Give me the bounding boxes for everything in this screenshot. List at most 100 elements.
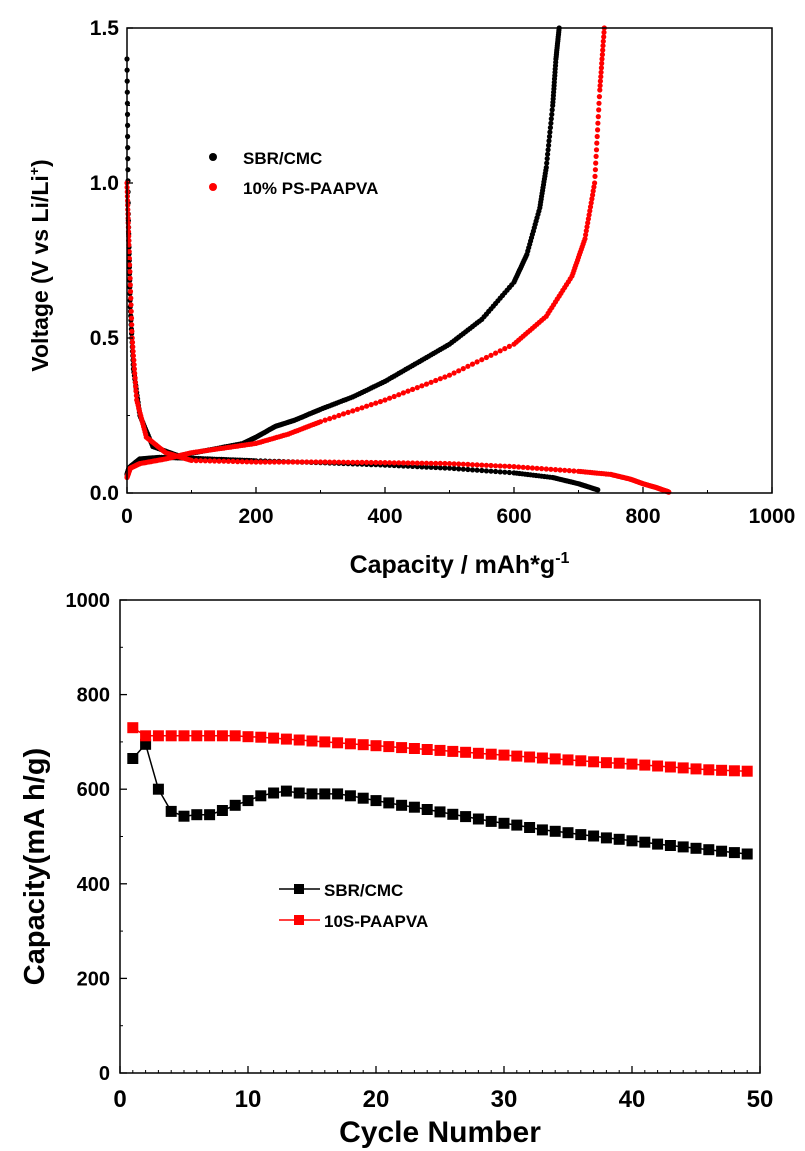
data-point: [258, 459, 264, 465]
data-point: [664, 761, 676, 773]
data-point: [465, 466, 471, 473]
data-point: [548, 116, 554, 122]
data-point: [677, 762, 689, 774]
data-point: [474, 462, 480, 468]
data-point: [344, 738, 356, 750]
data-point: [597, 83, 603, 89]
x-tick-label: 800: [625, 505, 660, 528]
data-point: [596, 107, 602, 113]
data-point: [587, 208, 593, 214]
data-point: [319, 736, 331, 748]
data-point: [125, 167, 131, 173]
data-point: [599, 60, 605, 66]
data-point: [446, 372, 453, 378]
data-point: [474, 467, 480, 473]
data-point: [587, 204, 594, 210]
data-point: [268, 787, 280, 799]
x-tick-label: 20: [363, 1086, 390, 1113]
data-point: [552, 467, 559, 473]
data-point: [690, 763, 702, 775]
data-point: [544, 156, 550, 162]
data-point: [391, 393, 397, 400]
data-point: [446, 465, 453, 471]
data-point: [652, 760, 664, 772]
data-point: [244, 459, 250, 465]
data-point: [306, 735, 318, 747]
data-point: [548, 120, 554, 126]
data-point: [446, 461, 453, 467]
data-point: [332, 737, 344, 749]
data-point: [571, 468, 577, 474]
data-point: [506, 343, 512, 349]
data-point: [506, 463, 512, 469]
x-tick-label: 0: [121, 505, 133, 528]
legend-marker-sbr-cmc: [209, 153, 217, 161]
data-point: [331, 459, 337, 465]
data-point: [498, 817, 510, 829]
data-point: [216, 458, 222, 464]
data-point: [586, 212, 592, 218]
data-point: [502, 469, 508, 475]
data-point: [405, 388, 411, 394]
data-point: [229, 730, 241, 742]
data-point: [546, 133, 553, 140]
data-point: [410, 460, 416, 466]
data-point: [488, 462, 494, 469]
data-point: [271, 459, 277, 465]
data-point: [451, 465, 457, 472]
data-point: [235, 459, 241, 465]
data-point: [368, 402, 374, 408]
data-point: [221, 458, 227, 464]
data-point: [626, 758, 638, 770]
data-point: [601, 34, 607, 40]
data-point: [539, 466, 545, 472]
data-point: [391, 460, 397, 466]
data-point: [600, 832, 612, 844]
x-tick-label: 0: [113, 1086, 126, 1113]
data-point: [382, 460, 388, 466]
data-point: [545, 151, 551, 157]
y-tick-label: 200: [77, 968, 110, 990]
data-point: [414, 385, 420, 391]
data-point: [741, 765, 753, 777]
data-point: [596, 100, 602, 106]
data-point: [601, 29, 607, 35]
data-point: [340, 411, 347, 417]
data-point: [216, 730, 228, 742]
chart1-legend: SBR/CMC 10% PS-PAAPVA: [209, 149, 378, 198]
data-point: [465, 461, 471, 467]
data-point: [410, 386, 416, 392]
data-point: [585, 220, 591, 226]
data-point: [664, 840, 676, 851]
data-point: [690, 842, 702, 854]
data-point: [534, 465, 540, 471]
data-point: [317, 459, 324, 465]
data-point: [593, 147, 600, 153]
data-point: [262, 459, 268, 465]
data-point: [716, 764, 728, 776]
data-point: [465, 363, 471, 369]
data-point: [428, 464, 434, 470]
data-point: [493, 468, 499, 475]
data-point: [354, 406, 360, 412]
data-point: [359, 405, 365, 411]
chart1-axes-frame: [126, 27, 773, 494]
data-point: [544, 160, 550, 166]
chart2-ticks: 0 10 20 30 40 50 0 200 400 600 800 1000: [66, 590, 774, 1113]
chart1-ticks: 0 200 400 600 800 1000 0.0 0.5 1.0 1.5: [90, 17, 796, 528]
data-point: [591, 184, 597, 190]
y-tick-label: 1.0: [90, 172, 119, 195]
data-point: [204, 730, 216, 742]
legend-marker-10s-paapva: [294, 915, 304, 925]
data-point: [421, 744, 433, 755]
data-point: [434, 806, 446, 818]
data-point: [230, 458, 236, 464]
data-point: [666, 489, 672, 495]
data-point: [442, 460, 448, 467]
data-point: [344, 790, 356, 802]
data-point: [193, 458, 199, 464]
data-point: [479, 467, 485, 474]
data-point: [598, 74, 604, 80]
data-point: [543, 466, 549, 472]
data-point: [377, 460, 383, 466]
